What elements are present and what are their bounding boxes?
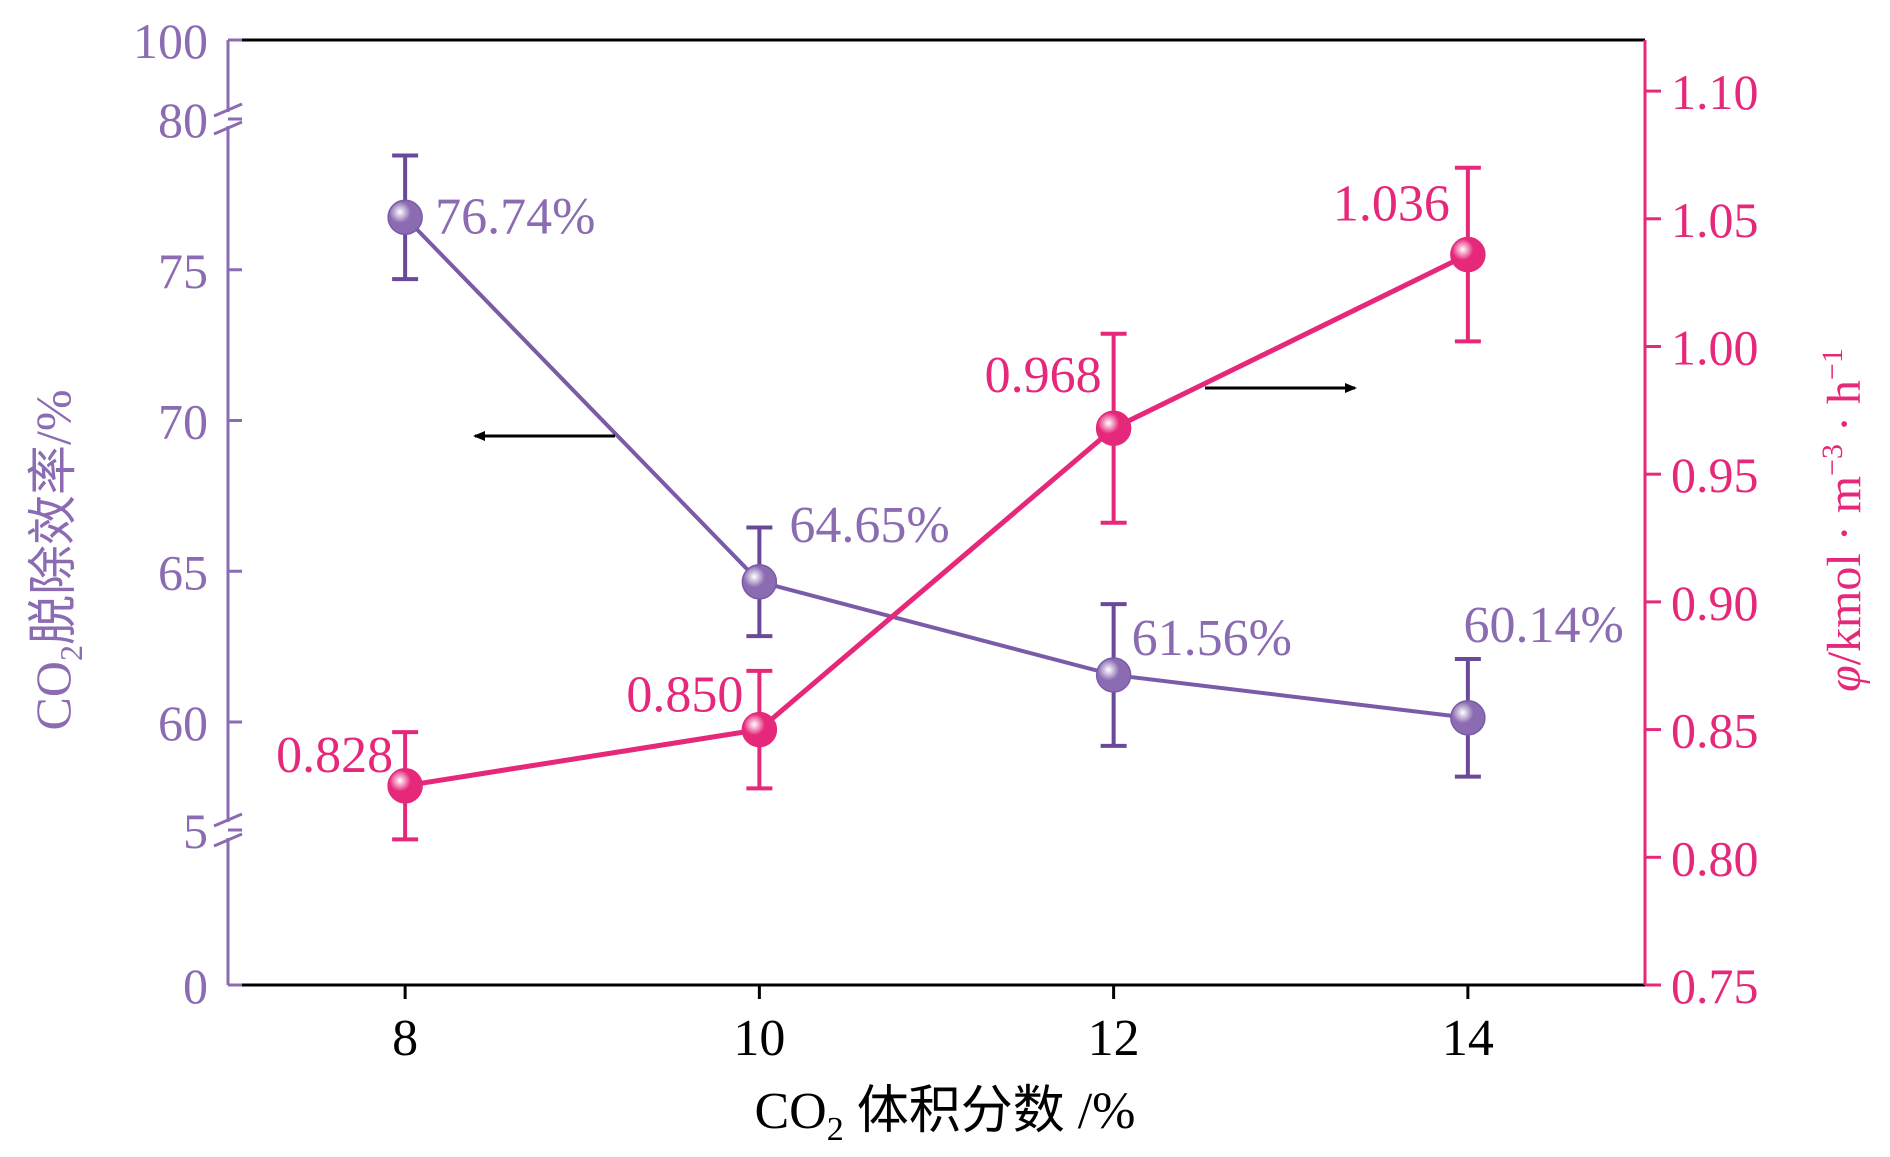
right-axis-label-sup1: −3 [1816, 444, 1849, 476]
right-tick-label: 0.90 [1671, 575, 1759, 631]
left-axis-label: CO2脱除效率/% [25, 389, 89, 730]
data-label: 1.036 [1333, 176, 1450, 233]
series-line-phi [404, 252, 1469, 789]
x-axis: 8 10 12 14 [392, 985, 1494, 1067]
left-tick-label: 5 [183, 803, 208, 859]
right-axis-label-phi: φ [1818, 665, 1871, 692]
data-point [387, 768, 423, 804]
left-axis-label-prefix: CO [25, 661, 81, 730]
left-axis-label-sub: 2 [53, 645, 89, 661]
left-tick-label: 80 [158, 92, 208, 148]
x-tick-label: 12 [1088, 1010, 1140, 1067]
data-label: 76.74% [435, 188, 595, 245]
data-point [741, 711, 778, 748]
data-point [1450, 700, 1486, 736]
right-tick-label: 1.05 [1671, 192, 1759, 248]
data-label: 0.850 [626, 667, 743, 724]
left-tick-label: 75 [158, 243, 208, 299]
x-axis-label-sub: 2 [827, 1111, 844, 1148]
data-point [1095, 410, 1132, 446]
x-axis-label: CO2 体积分数 /% [754, 1083, 1135, 1148]
left-tick-label: 60 [158, 695, 208, 751]
data-point [1095, 657, 1132, 693]
left-axis-label-suffix: 脱除效率/% [25, 389, 81, 645]
left-y-axis: 0 5 60 65 70 75 80 100 [133, 13, 243, 1014]
series-layer [387, 153, 1486, 842]
axis-break-mark [213, 812, 243, 828]
left-tick-label: 0 [183, 958, 208, 1014]
axis-break-mark [213, 102, 243, 118]
axis-break-mark [213, 120, 243, 136]
axis-break-mark [213, 832, 243, 848]
data-point [741, 564, 778, 600]
right-axis-label-text: /kmol · m [1818, 476, 1871, 665]
left-tick-label: 65 [158, 544, 208, 600]
right-tick-label: 0.95 [1671, 447, 1759, 503]
data-label: 64.65% [789, 497, 949, 554]
right-axis-label: φ/kmol · m−3 · h−1 [1816, 348, 1871, 692]
right-axis-label-sup2: −1 [1816, 348, 1849, 380]
plot-frame [228, 38, 1645, 987]
right-y-axis: 0.75 0.80 0.85 0.90 0.95 1.00 1.05 1.10 [1643, 40, 1759, 1014]
right-tick-label: 0.85 [1671, 703, 1759, 759]
x-tick-label: 8 [392, 1010, 418, 1067]
right-tick-label: 0.80 [1671, 830, 1759, 886]
x-tick-label: 14 [1442, 1010, 1494, 1067]
data-label: 0.968 [985, 347, 1102, 404]
data-point [1450, 236, 1486, 273]
x-axis-label-suffix: 体积分数 /% [844, 1083, 1136, 1140]
right-tick-label: 1.10 [1671, 64, 1759, 120]
data-label: 61.56% [1132, 610, 1292, 667]
data-label: 0.828 [276, 727, 393, 784]
x-axis-label-prefix: CO [754, 1083, 826, 1140]
right-tick-label: 1.00 [1671, 319, 1759, 375]
series-line-removal-efficiency [403, 215, 1469, 720]
right-axis-label-mid: · h [1818, 380, 1871, 444]
left-tick-label: 100 [133, 13, 208, 69]
right-tick-label: 0.75 [1671, 958, 1759, 1014]
x-tick-label: 10 [733, 1010, 785, 1067]
data-label: 60.14% [1464, 597, 1624, 654]
left-tick-label: 70 [158, 394, 208, 450]
label-layer: 76.74% 64.65% 61.56% 60.14% 0.828 0.850 0.968 1… [276, 176, 1624, 784]
data-point [387, 199, 423, 236]
